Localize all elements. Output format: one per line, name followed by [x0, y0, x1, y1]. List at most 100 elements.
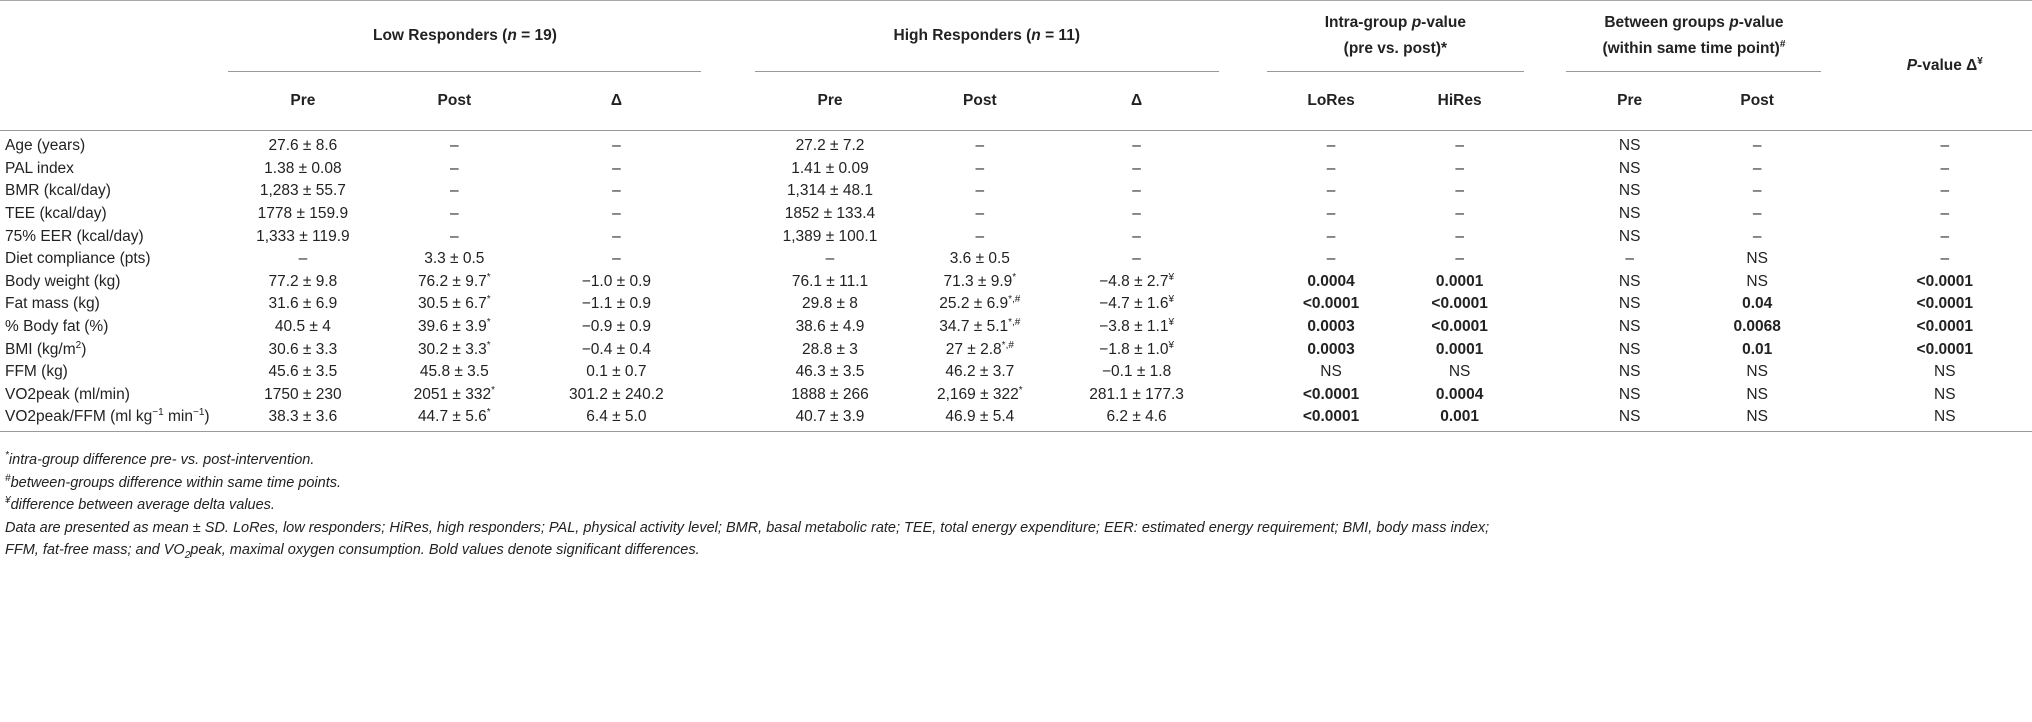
bg-post-cell: – [1752, 159, 1762, 177]
lr-post-header: Post [437, 92, 472, 109]
bg-pre-cell: NS [1618, 318, 1641, 336]
lores-p-cell: NS [1320, 363, 1342, 381]
table-row: VO2peak/FFM (ml kg−1 min−1) 38.3 ± 3.6 44.… [0, 406, 2032, 432]
hr-post-cell: 2,169 ± 322* [936, 384, 1023, 403]
hr-post-cell: – [975, 137, 985, 155]
bg-pre-cell: NS [1618, 272, 1641, 290]
table-row: TEE (kcal/day) 1778 ± 159.9 – – 1852 ± 133.4… [0, 203, 2032, 226]
bg-pre-cell: NS [1618, 385, 1641, 403]
results-table: Low Responders (n = 19) High Responders … [0, 0, 2032, 432]
table-row: BMI (kg/m2) 30.6 ± 3.3 30.2 ± 3.3* −0.4 ± 0… [0, 338, 2032, 361]
lr-post-cell: 76.2 ± 9.7* [417, 271, 491, 290]
bg-post-cell: NS [1746, 250, 1768, 268]
row-label: Diet compliance (pts) [5, 250, 151, 268]
hr-delta-cell: – [1132, 205, 1141, 223]
lores-p-cell: – [1326, 227, 1336, 245]
row-label: VO2peak/FFM (ml kg−1 min−1) [0, 406, 229, 432]
lr-post-cell: – [450, 205, 459, 223]
hr-post-cell: 46.9 ± 5.4 [905, 406, 1055, 432]
lr-pre-cell: 1778 ± 159.9 [257, 205, 349, 223]
hr-delta-cell: −4.8 ± 2.7¥ [1099, 271, 1174, 290]
lr-pre-cell: 1.38 ± 0.08 [264, 159, 342, 177]
hr-delta-cell: – [1132, 182, 1141, 200]
bg-post-cell: – [1752, 137, 1762, 155]
bg-pre-cell: NS [1618, 205, 1641, 223]
hr-delta-cell: −0.1 ± 1.8 [1101, 363, 1172, 381]
lr-delta-cell: −1.0 ± 0.9 [581, 272, 652, 290]
table-row: FFM (kg) 45.6 ± 3.5 45.8 ± 3.5 0.1 ± 0.7 46.… [0, 361, 2032, 384]
lr-delta-cell: – [612, 182, 621, 200]
bg-post-cell: NS [1746, 385, 1768, 403]
lr-delta-cell: – [612, 250, 621, 268]
lores-header: LoRes [1307, 92, 1355, 109]
hr-post-cell: 3.6 ± 0.5 [949, 250, 1010, 268]
lr-delta-cell: −0.4 ± 0.4 [581, 340, 652, 358]
row-label: FFM (kg) [5, 363, 68, 381]
bg-pre-cell: NS [1618, 363, 1641, 381]
row-label: Body weight (kg) [5, 272, 121, 290]
hr-post-cell: – [975, 227, 985, 245]
table-row: Body weight (kg) 77.2 ± 9.8 76.2 ± 9.7* −1.… [0, 271, 2032, 294]
bg-pre-cell: NS [1618, 340, 1641, 358]
lr-pre-cell: 30.6 ± 3.3 [268, 340, 338, 358]
hr-post-header: Post [963, 92, 997, 109]
table-row: Age (years) 27.6 ± 8.6 – – 27.2 ± 7.2 – – – – NS –… [0, 131, 2032, 158]
p-delta-cell: NS [1857, 406, 2032, 432]
hr-post-cell: 34.7 ± 5.1*,# [939, 316, 1021, 336]
hr-pre-cell: 46.3 ± 3.5 [795, 363, 865, 381]
p-delta-cell: <0.0001 [1916, 318, 1974, 336]
lr-post-cell: – [450, 227, 459, 245]
bg-post-cell: – [1752, 227, 1762, 245]
hires-p-cell: – [1455, 205, 1464, 223]
p-value-delta-header: P-value Δ¥ [1857, 0, 2032, 131]
bg-pre-cell: NS [1618, 295, 1641, 313]
row-label: VO2peak (ml/min) [5, 385, 130, 403]
table-body: Age (years) 27.6 ± 8.6 – – 27.2 ± 7.2 – – – – NS –… [0, 131, 2032, 432]
hr-delta-cell: 281.1 ± 177.3 [1089, 385, 1184, 403]
bg-post-cell: 0.0068 [1733, 318, 1781, 336]
bg-pre-cell: NS [1566, 406, 1693, 432]
bg-post-cell: NS [1746, 363, 1768, 381]
lores-p-cell: 0.0004 [1307, 272, 1355, 290]
hires-p-cell: 0.0001 [1435, 272, 1484, 290]
p-delta-cell: – [1940, 227, 1950, 245]
lr-delta-cell: – [612, 205, 621, 223]
hr-delta-cell: – [1132, 227, 1141, 245]
lores-p-cell: – [1326, 205, 1336, 223]
hr-pre-cell: 28.8 ± 3 [802, 340, 858, 358]
lr-post-cell: 3.3 ± 0.5 [424, 250, 485, 268]
hires-p-cell: NS [1448, 363, 1471, 381]
hires-p-cell: <0.0001 [1431, 295, 1488, 313]
row-label: % Body fat (%) [5, 318, 109, 336]
lr-pre-cell: – [298, 250, 308, 268]
hires-p-cell: <0.0001 [1431, 318, 1488, 336]
hr-pre-cell: 27.2 ± 7.2 [795, 137, 865, 155]
hires-p-cell: – [1455, 159, 1464, 177]
lr-post-cell: 44.7 ± 5.6* [377, 406, 532, 432]
hires-p-cell: – [1455, 137, 1464, 155]
row-label: 75% EER (kcal/day) [5, 227, 144, 245]
table-footnotes: *intra-group difference pre- vs. post-in… [5, 449, 2005, 567]
row-label: BMR (kcal/day) [5, 182, 111, 200]
hr-pre-header: Pre [817, 92, 843, 109]
bg-post-cell: – [1752, 182, 1762, 200]
lores-p-cell: – [1326, 250, 1336, 268]
high-responders-header: High Responders (n = 11) [754, 0, 1219, 72]
lr-delta-cell: – [612, 159, 621, 177]
hr-post-cell: 71.3 ± 9.9* [943, 271, 1017, 290]
low-responders-header: Low Responders (n = 19) [228, 0, 702, 72]
hr-post-cell: 27 ± 2.8*,# [945, 339, 1014, 358]
row-label: Age (years) [5, 137, 86, 155]
lr-post-cell: – [450, 137, 459, 155]
hires-p-cell: – [1455, 250, 1464, 268]
p-delta-cell: <0.0001 [1916, 340, 1974, 358]
p-delta-cell: – [1940, 205, 1950, 223]
hires-p-cell: – [1455, 227, 1464, 245]
lores-p-cell: – [1326, 159, 1336, 177]
lr-pre-cell: 31.6 ± 6.9 [268, 295, 338, 313]
lr-delta-cell: 301.2 ± 240.2 [569, 385, 664, 403]
lr-pre-cell: 1,333 ± 119.9 [256, 227, 350, 245]
p-delta-cell: NS [1934, 363, 1956, 381]
hr-pre-cell: 1,314 ± 48.1 [786, 182, 874, 200]
